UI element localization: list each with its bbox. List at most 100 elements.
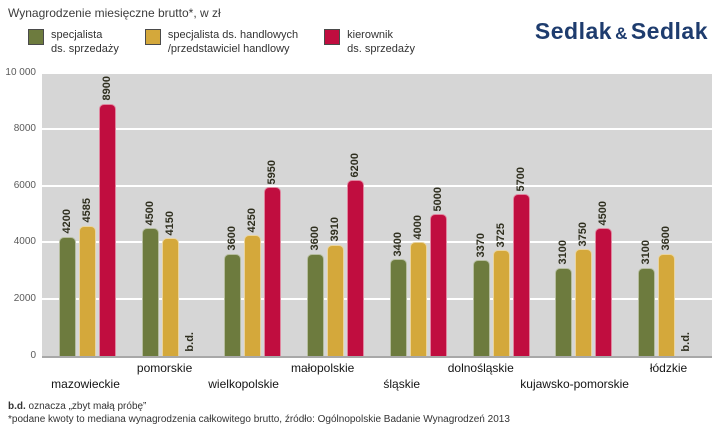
bar	[307, 253, 325, 356]
missing-bar-placeholder	[678, 355, 695, 356]
bar-value-label: 8900	[100, 76, 113, 101]
bar	[78, 225, 96, 356]
chart-title: Wynagrodzenie miesięczne brutto*, w zł	[8, 6, 221, 20]
bar-cell: 6200	[347, 73, 365, 356]
y-tick-label: 4000	[13, 236, 36, 248]
bar-cell: 4500	[141, 73, 159, 356]
bar-value-label: 3100	[640, 240, 653, 265]
bar	[595, 228, 613, 356]
sedlak-logo: Sedlak & Sedlak	[535, 18, 708, 45]
bar-value-label: 3600	[309, 226, 322, 251]
bar-cell: 3400	[389, 73, 407, 356]
gridline	[42, 71, 712, 74]
bar-cell: 5000	[429, 73, 447, 356]
legend-item: specjalista ds. handlowych /przedstawici…	[144, 28, 299, 57]
bar-cell: 4000	[409, 73, 427, 356]
bar-group-wielkopolskie: 3600 4250 5950	[212, 73, 295, 356]
footnote-bd-term: b.d.	[8, 400, 26, 412]
bar-cell: 4150	[161, 73, 179, 356]
bar-group: 4500 4150 b.d.	[141, 73, 199, 356]
x-cell: pomorskie	[125, 358, 204, 398]
bar-value-label: 5950	[266, 159, 279, 185]
bar-cell: 4500	[595, 73, 613, 356]
gridline	[42, 128, 712, 131]
bar	[244, 235, 262, 356]
bar	[472, 260, 490, 356]
y-axis: 0 2000 4000 6000 8000 10 000	[4, 67, 42, 361]
bar-group: 3100 3750 4500	[555, 73, 613, 356]
bar-cell: 4250	[244, 73, 262, 356]
bar-group: 3600 4250 5950	[224, 73, 282, 356]
bar	[327, 244, 345, 356]
bar-value-label: 4500	[143, 200, 156, 226]
x-cell: mazowieckie	[46, 358, 125, 398]
x-axis-label: pomorskie	[136, 360, 193, 375]
x-cell: kujawsko-pomorskie	[520, 358, 629, 398]
x-cell: dolnośląskie	[441, 358, 520, 398]
bar-value-label: 3600	[660, 226, 673, 251]
bar-value-label: 4500	[597, 200, 610, 226]
bar-value-label: 3600	[226, 226, 239, 251]
x-cell: łódzkie	[629, 358, 708, 398]
bar	[409, 242, 427, 356]
bar-cell: 3600	[224, 73, 242, 356]
header-left: Wynagrodzenie miesięczne brutto*, w zł s…	[8, 6, 415, 57]
bar-cell: 3600	[658, 73, 676, 356]
x-cell: małopolskie	[283, 358, 362, 398]
y-tick-label: 8000	[13, 123, 36, 135]
bar-group-kujawsko-pomorskie: 3100 3750 4500	[543, 73, 626, 356]
gridline	[42, 184, 712, 187]
bar-cell: 3100	[638, 73, 656, 356]
x-axis-label: małopolskie	[290, 360, 355, 375]
bar-cell: 3100	[555, 73, 573, 356]
bar-group-małopolskie: 3600 3910 6200	[294, 73, 377, 356]
plot-area: 4200 4585 8900 4500 4150 b.d. 3600 4250 5950 3600…	[42, 71, 712, 358]
bar-value-label: 3400	[391, 231, 404, 257]
bar-value-label: 4585	[80, 198, 93, 223]
bar-group: 4200 4585 8900	[58, 73, 116, 356]
x-cell: śląskie	[362, 358, 441, 398]
gridline	[42, 298, 712, 300]
bar-cell: 4585	[78, 73, 96, 356]
bar-cell: 5950	[264, 73, 282, 356]
x-axis-labels: mazowieckie pomorskie wielkopolskie małopol…	[42, 358, 712, 398]
no-data-label: b.d.	[680, 332, 693, 352]
bar	[575, 249, 593, 356]
bar	[555, 267, 573, 356]
bar	[161, 238, 179, 356]
legend-swatch	[324, 29, 341, 45]
bar-value-label: 4250	[246, 207, 259, 233]
legend: specjalista ds. sprzedaży specjalista ds.…	[28, 28, 415, 57]
x-axis-label: mazowieckie	[51, 376, 120, 391]
legend-label: specjalista ds. handlowych /przedstawici…	[167, 29, 299, 56]
footnotes: b.d. oznacza „zbyt małą próbę” *podane k…	[8, 400, 720, 426]
x-axis-label: kujawsko-pomorskie	[520, 376, 629, 391]
legend-label: specjalista ds. sprzedaży	[51, 29, 119, 56]
footnote-bd: b.d. oznacza „zbyt małą próbę”	[8, 400, 720, 413]
bar	[658, 253, 676, 356]
bar	[141, 228, 159, 356]
logo-word-2: Sedlak	[630, 18, 708, 44]
bar-cell: b.d.	[182, 73, 199, 356]
x-axis-label: dolnośląskie	[447, 360, 514, 375]
x-axis-label: łódzkie	[649, 360, 688, 375]
bar-cell: 3725	[492, 73, 510, 356]
bar-value-label: 4150	[163, 210, 176, 236]
bar-cell: 4200	[58, 73, 76, 356]
y-tick-label: 10 000	[5, 66, 36, 78]
bar-value-label: 4200	[60, 209, 73, 234]
x-axis-label: śląskie	[383, 376, 421, 391]
bar	[58, 236, 76, 356]
no-data-label: b.d.	[183, 332, 196, 352]
bar	[492, 250, 510, 356]
bar-value-label: 4000	[411, 214, 424, 240]
bar-group: 3370 3725 5700	[472, 73, 530, 356]
bar-cell: 8900	[98, 73, 116, 356]
y-tick-label: 2000	[13, 293, 36, 304]
chart-header: Wynagrodzenie miesięczne brutto*, w zł s…	[0, 0, 720, 57]
legend-swatch	[28, 29, 44, 45]
bar	[389, 259, 407, 356]
bar-cell: 3600	[307, 73, 325, 356]
bar-cell: 3370	[472, 73, 490, 356]
legend-item: specjalista ds. sprzedaży	[28, 28, 119, 57]
